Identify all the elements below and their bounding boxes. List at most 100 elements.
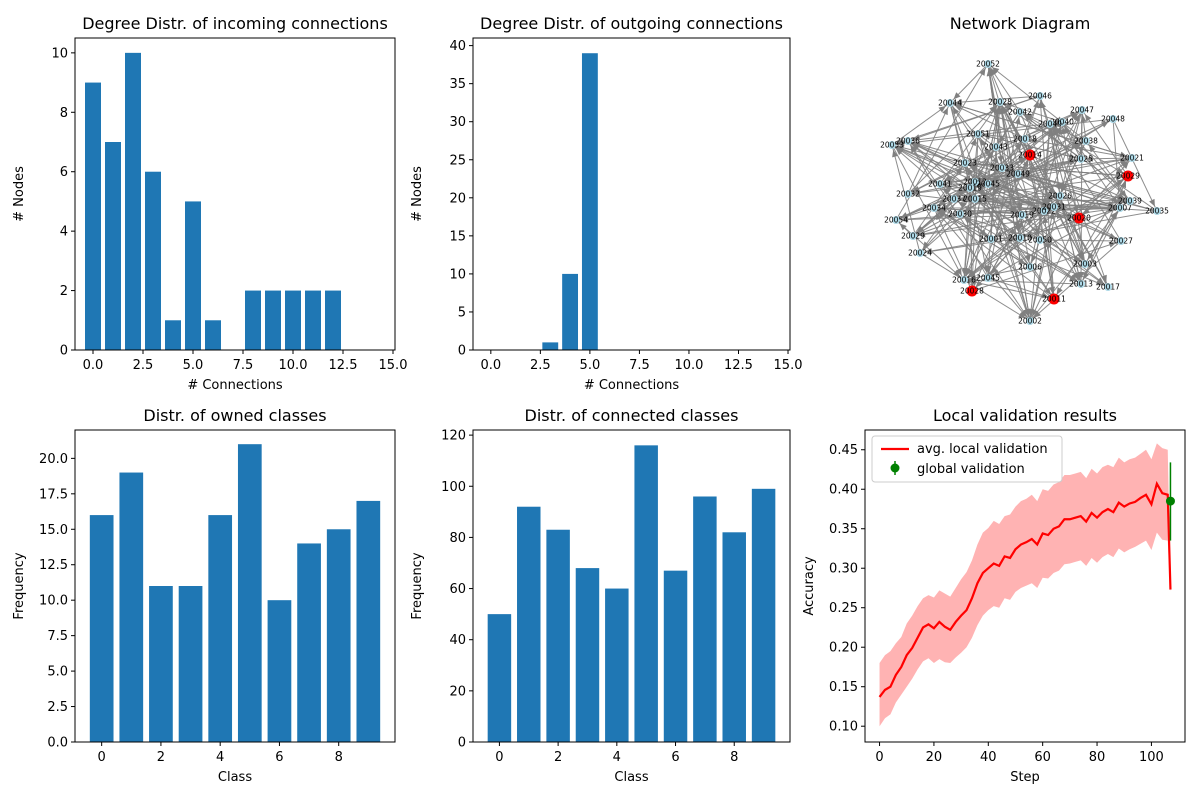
edge-arrow [991,67,1000,74]
x-tick-label: 5.0 [183,358,204,373]
x-tick-label: 5.0 [580,358,601,373]
edge [912,121,1063,237]
axes-frame [472,429,791,743]
bar [634,445,658,742]
chart-panel-5: Local validation results Step Accuracy 0 20 4… [802,406,1186,785]
node-label: 20028 [960,287,984,296]
edge [1081,109,1129,177]
node-label: 20003 [1073,260,1097,269]
edge-arrow [1013,219,1020,227]
edge-arrow [1031,254,1037,263]
node [1036,236,1044,244]
x-tick-label: 12.5 [329,358,358,373]
edge [907,146,997,195]
edge [959,213,1082,285]
bar [237,444,262,742]
edge [1024,138,1133,159]
highlighted-node [966,285,978,297]
edge [977,133,1031,322]
bar [119,472,144,742]
edge-arrow [961,201,967,210]
node [1078,106,1086,114]
node-label: 20001 [979,235,1003,244]
edge-arrow [1014,116,1021,125]
x-tick-label: 0.0 [480,358,501,373]
edge-arrow [1068,159,1077,166]
node-label: 20029 [901,232,925,241]
node-label: 20011 [1042,295,1066,304]
edge-arrow [987,151,994,159]
node-label: 20033 [990,164,1014,173]
edge [912,157,1133,237]
node [904,190,912,198]
edge [1039,239,1109,288]
node-label: 20028 [988,98,1012,107]
edge [987,63,1031,322]
y-tick-label: 30 [449,115,466,130]
edge-arrow [1108,233,1117,239]
node-label: 20029 [1116,172,1140,181]
edge [963,206,1055,281]
edge-arrow [892,149,898,158]
edge-arrow [977,170,984,178]
edge-arrow [1025,308,1032,317]
edge-arrow [1047,187,1056,194]
edge-arrow [1119,151,1128,158]
edge-arrow [1116,178,1124,186]
legend-point-swatch [890,463,900,473]
edge [987,111,1021,279]
edge [987,200,1131,279]
node [904,137,912,145]
edge-arrow [953,92,961,100]
x-tick-label: 12.5 [724,358,753,373]
edge [933,207,1031,322]
edge [1049,123,1122,242]
node [1026,263,1034,271]
edge [971,133,979,292]
chart-title: Degree Distr. of outgoing connections [480,14,783,33]
bar [326,529,351,742]
edge [987,158,1082,185]
node-label: 20050 [1028,236,1052,245]
bar [562,273,579,350]
edge-arrow [1044,287,1051,296]
chart-title: Local validation results [933,406,1117,425]
bar [751,488,776,742]
edge-arrow [1072,205,1079,214]
edge [1043,210,1055,300]
edge-arrow [1078,146,1085,155]
edge-arrow [997,155,1004,164]
edge-arrow [1108,241,1117,248]
edge [1029,239,1041,268]
edge [999,101,1109,288]
node-label: 20019 [958,184,982,193]
edge [939,158,1082,185]
node [1036,92,1044,100]
y-tick-label: 20 [449,191,466,206]
edge-arrow [938,105,946,113]
edge [1017,118,1114,175]
y-tick-label: 12.5 [39,558,68,573]
edge-arrow [968,271,976,278]
edge-arrow [1082,207,1091,215]
node [1128,154,1136,162]
edge [895,158,1082,221]
y-tick-label: 0.20 [829,641,858,656]
node-label: 20051 [966,130,990,139]
node [946,99,954,107]
bar [542,342,559,350]
bar [546,529,570,742]
axes-frame [74,429,396,743]
edge-arrow [1018,312,1026,319]
edge-arrow [1085,155,1094,162]
edge [949,102,1031,322]
node [1021,135,1029,143]
node [974,130,982,138]
edge-arrow [992,156,999,165]
global-validation-point [1165,496,1175,506]
x-tick-label: 2 [554,750,562,765]
edge [963,279,1082,285]
node [961,159,969,167]
node [1153,207,1161,215]
